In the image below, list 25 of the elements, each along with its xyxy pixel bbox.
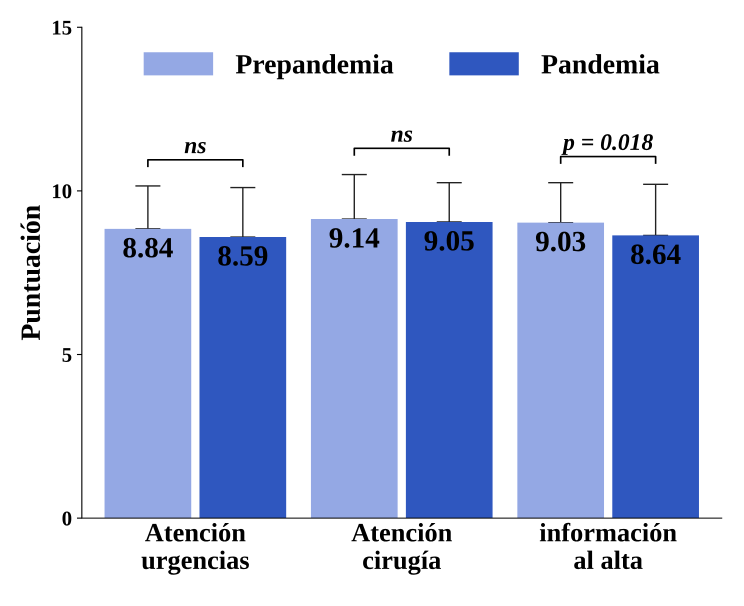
y-tick-label: 0 (62, 512, 72, 526)
y-tick-label: 5 (62, 348, 72, 362)
data-label: 9.03 (536, 232, 586, 252)
data-label: 8.84 (123, 238, 173, 258)
annotation: ns (184, 142, 206, 154)
data-label: 8.59 (218, 246, 268, 266)
x-tick-label: Atención urgencias (142, 522, 249, 575)
data-label: 9.14 (330, 228, 380, 248)
bar (199, 237, 286, 518)
y-tick-label: 15 (52, 20, 72, 35)
bar (612, 235, 699, 518)
x-tick-label: información al alta (540, 522, 677, 570)
legend-label: Pandemia (541, 54, 660, 74)
bar (517, 222, 604, 518)
annotation: p = 0.018 (561, 134, 653, 155)
legend-label: Prepandemia (236, 54, 394, 80)
data-label: 8.64 (631, 244, 681, 264)
y-axis-title: Puntuación (20, 205, 40, 340)
bar (310, 219, 398, 518)
annotation: ns (391, 130, 412, 142)
bar (406, 222, 493, 518)
data-label: 9.05 (424, 231, 474, 251)
x-tick-label: Atención cirugía (351, 522, 452, 575)
bar (104, 228, 192, 518)
y-tick-label: 10 (52, 184, 72, 198)
